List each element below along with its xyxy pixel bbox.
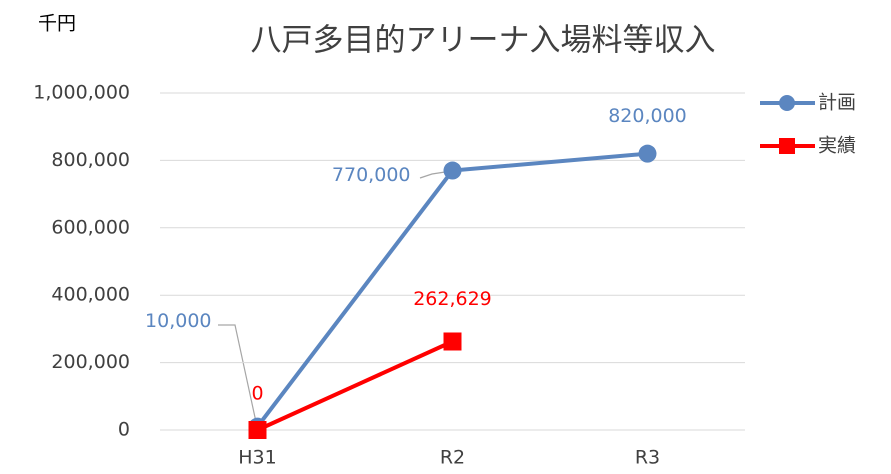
y-tick-label: 0 xyxy=(118,419,130,441)
data-label: 10,000 xyxy=(145,310,211,332)
y-tick-label: 1,000,000 xyxy=(33,82,130,104)
series-line xyxy=(256,339,454,432)
x-tick-label: H31 xyxy=(238,447,276,469)
legend-marker xyxy=(779,138,795,154)
legend-label: 実績 xyxy=(818,135,856,157)
marker xyxy=(248,421,267,439)
leader-line xyxy=(218,324,257,423)
chart-title: 八戸多目的アリーナ入場料等収入 xyxy=(251,23,716,59)
y-tick-label: 600,000 xyxy=(51,216,130,238)
marker xyxy=(443,332,462,351)
marker xyxy=(638,144,657,163)
leader-line xyxy=(419,171,446,179)
y-tick-label: 800,000 xyxy=(51,149,130,171)
legend-marker xyxy=(779,95,795,111)
y-unit: 千円 xyxy=(38,13,76,35)
x-tick-label: R3 xyxy=(635,447,660,469)
x-tick-label: R2 xyxy=(440,447,465,469)
y-tick-label: 200,000 xyxy=(51,351,130,373)
legend-label: 計画 xyxy=(818,92,856,114)
marker xyxy=(443,161,462,180)
data-label: 262,629 xyxy=(413,288,492,310)
y-tick-label: 400,000 xyxy=(51,284,130,306)
data-label: 0 xyxy=(251,383,263,405)
data-label: 820,000 xyxy=(608,105,687,127)
data-label: 770,000 xyxy=(332,164,411,186)
